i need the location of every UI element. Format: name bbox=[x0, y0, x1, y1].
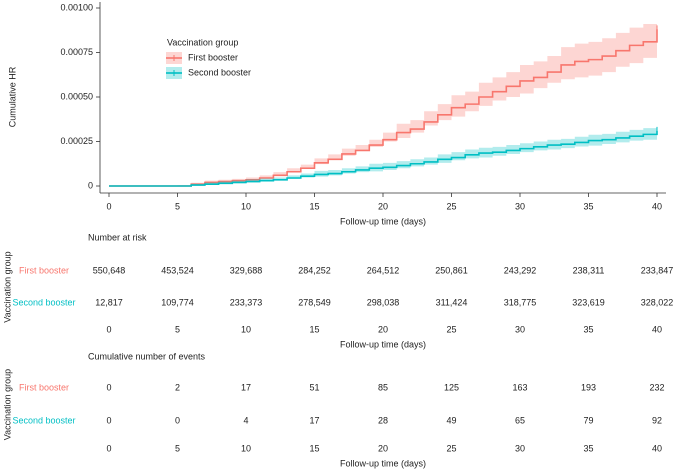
table-cell: 193 bbox=[581, 382, 596, 392]
table-x-tick-label: 5 bbox=[175, 443, 180, 453]
table-x-tick-label: 10 bbox=[241, 324, 251, 334]
table-cell: 284,252 bbox=[298, 265, 331, 275]
table-cell: 298,038 bbox=[367, 297, 400, 307]
y-tick-label: 0.00025 bbox=[60, 136, 93, 146]
table-cell: 0 bbox=[175, 415, 180, 425]
table-cell: 51 bbox=[309, 382, 319, 392]
table-cell: 329,688 bbox=[230, 265, 263, 275]
table-cell: 233,373 bbox=[230, 297, 263, 307]
table-x-tick-label: 20 bbox=[378, 324, 388, 334]
table-cell: 278,549 bbox=[298, 297, 331, 307]
table-title: Number at risk bbox=[88, 232, 147, 242]
table-cell: 79 bbox=[583, 415, 593, 425]
table-cell: 92 bbox=[652, 415, 662, 425]
table-cell: 85 bbox=[378, 382, 388, 392]
table-title: Cumulative number of events bbox=[88, 351, 206, 361]
y-tick-label: 0.00075 bbox=[60, 47, 93, 57]
legend-label: First booster bbox=[188, 52, 238, 62]
table-x-label: Follow-up time (days) bbox=[340, 339, 426, 349]
confidence-band bbox=[109, 120, 657, 186]
table-cell: 550,648 bbox=[93, 265, 126, 275]
table-cell: 323,619 bbox=[572, 297, 605, 307]
table-x-tick-label: 5 bbox=[175, 324, 180, 334]
table-cell: 311,424 bbox=[436, 297, 468, 307]
x-tick-label: 5 bbox=[175, 201, 180, 211]
step-line bbox=[109, 29, 658, 187]
table-x-tick-label: 25 bbox=[446, 443, 456, 453]
table-x-tick-label: 30 bbox=[515, 324, 525, 334]
table-cell: 453,524 bbox=[161, 265, 194, 275]
x-tick-label: 30 bbox=[515, 201, 525, 211]
legend-title: Vaccination group bbox=[167, 37, 238, 47]
table-cell: 318,775 bbox=[504, 297, 537, 307]
table-x-tick-label: 25 bbox=[446, 324, 456, 334]
table-cell: 232 bbox=[649, 382, 664, 392]
legend-label: Second booster bbox=[188, 67, 251, 77]
table-cell: 0 bbox=[106, 382, 111, 392]
table-cell: 238,311 bbox=[573, 265, 605, 275]
table-cell: 17 bbox=[241, 382, 251, 392]
table-x-tick-label: 35 bbox=[583, 324, 593, 334]
row-name: First booster bbox=[19, 265, 69, 275]
table-cell: 109,774 bbox=[161, 297, 194, 307]
table-cell: 17 bbox=[309, 415, 319, 425]
table-cell: 250,861 bbox=[435, 265, 468, 275]
table-x-tick-label: 35 bbox=[583, 443, 593, 453]
row-name: Second booster bbox=[12, 415, 75, 425]
x-tick-label: 25 bbox=[446, 201, 456, 211]
table-cell: 28 bbox=[378, 415, 388, 425]
table-cell: 12,817 bbox=[95, 297, 123, 307]
step-line bbox=[109, 130, 658, 187]
table-cell: 4 bbox=[243, 415, 248, 425]
table-x-tick-label: 15 bbox=[309, 443, 319, 453]
table-x-tick-label: 40 bbox=[652, 324, 662, 334]
x-tick-label: 40 bbox=[652, 201, 662, 211]
x-tick-label: 15 bbox=[309, 201, 319, 211]
x-tick-label: 20 bbox=[378, 201, 388, 211]
table-cell: 328,022 bbox=[641, 297, 674, 307]
table-cell: 65 bbox=[515, 415, 525, 425]
x-tick-label: 10 bbox=[241, 201, 251, 211]
table-x-tick-label: 15 bbox=[309, 324, 319, 334]
table-y-label: Vaccination group bbox=[2, 369, 12, 440]
table-x-tick-label: 0 bbox=[106, 443, 111, 453]
table-x-tick-label: 10 bbox=[241, 443, 251, 453]
table-cell: 233,847 bbox=[641, 265, 674, 275]
table-x-label: Follow-up time (days) bbox=[340, 458, 426, 468]
table-cell: 163 bbox=[512, 382, 527, 392]
row-name: First booster bbox=[19, 382, 69, 392]
table-cell: 264,512 bbox=[367, 265, 400, 275]
y-tick-label: 0.00050 bbox=[60, 91, 93, 101]
x-tick-label: 35 bbox=[583, 201, 593, 211]
table-cell: 49 bbox=[446, 415, 456, 425]
table-cell: 2 bbox=[175, 382, 180, 392]
row-name: Second booster bbox=[12, 297, 75, 307]
table-y-label: Vaccination group bbox=[2, 251, 12, 322]
confidence-band bbox=[109, 24, 657, 186]
x-axis-label: Follow-up time (days) bbox=[340, 216, 426, 226]
y-tick-label: 0.00100 bbox=[60, 2, 93, 12]
y-tick-label: 0 bbox=[88, 180, 93, 190]
x-tick-label: 0 bbox=[106, 201, 111, 211]
table-cell: 125 bbox=[444, 382, 459, 392]
table-x-tick-label: 0 bbox=[106, 324, 111, 334]
table-x-tick-label: 20 bbox=[378, 443, 388, 453]
table-x-tick-label: 30 bbox=[515, 443, 525, 453]
table-cell: 0 bbox=[106, 415, 111, 425]
table-cell: 243,292 bbox=[504, 265, 537, 275]
table-x-tick-label: 40 bbox=[652, 443, 662, 453]
y-axis-label: Cumulative HR bbox=[7, 66, 17, 127]
